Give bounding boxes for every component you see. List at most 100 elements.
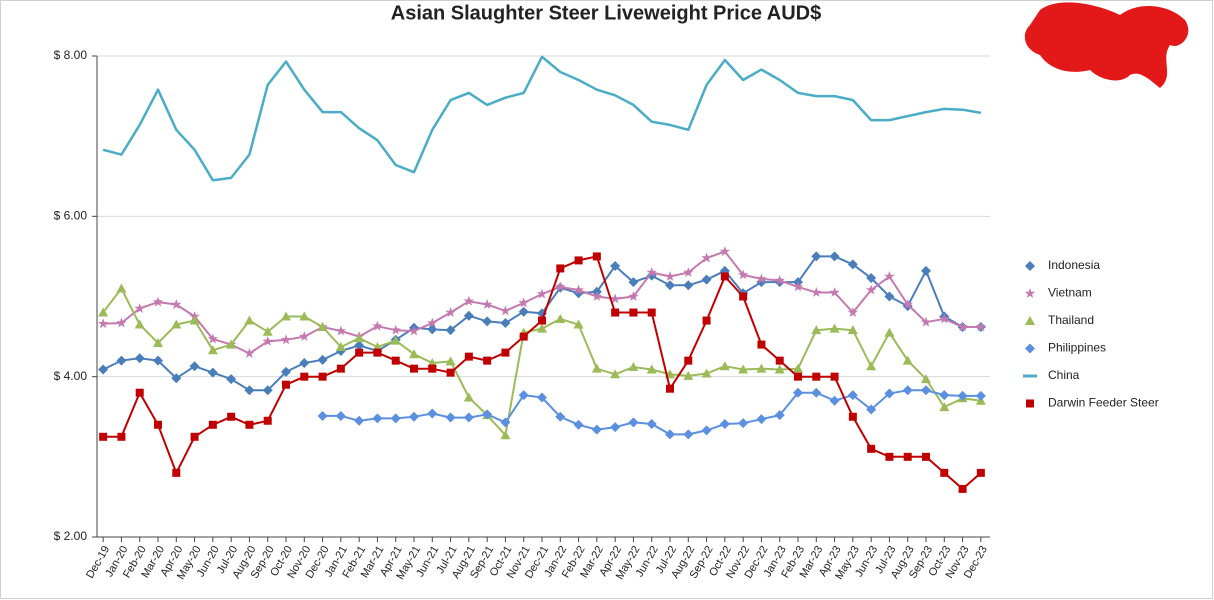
marker-star — [701, 252, 712, 263]
marker-triangle — [390, 335, 401, 345]
marker-diamond — [445, 412, 456, 423]
marker-diamond — [573, 419, 584, 430]
marker-triangle — [98, 307, 109, 317]
series — [102, 55, 982, 182]
marker-triangle — [921, 374, 931, 384]
marker-square — [757, 340, 766, 349]
marker-diamond — [683, 429, 694, 440]
marker-diamond — [829, 395, 840, 406]
marker-square — [940, 468, 949, 477]
marker-square — [976, 468, 985, 477]
marker-diamond — [701, 274, 712, 285]
marker-square — [1026, 399, 1034, 408]
marker-square — [885, 452, 894, 461]
marker-star — [408, 325, 420, 336]
marker-diamond — [866, 273, 877, 284]
marker-square — [556, 264, 565, 273]
marker-star — [664, 271, 676, 281]
marker-diamond — [134, 353, 145, 364]
marker-diamond — [921, 265, 931, 276]
marker-square — [922, 452, 930, 461]
marker-diamond — [939, 390, 950, 401]
marker-square — [812, 372, 821, 381]
marker-diamond — [226, 374, 237, 385]
marker-star — [939, 313, 950, 324]
series — [317, 385, 986, 440]
marker-star — [372, 320, 383, 331]
marker-diamond — [317, 410, 328, 421]
marker-star — [244, 347, 255, 358]
marker-star — [500, 305, 511, 316]
marker-triangle — [500, 430, 511, 440]
marker-diamond — [811, 387, 822, 398]
marker-diamond — [774, 410, 785, 421]
marker-triangle — [189, 315, 200, 325]
marker-diamond — [335, 410, 346, 421]
marker-diamond — [1025, 343, 1035, 354]
marker-diamond — [500, 317, 511, 328]
marker-star — [116, 317, 127, 328]
legend-label: Thailand — [1048, 313, 1094, 327]
marker-diamond — [610, 422, 621, 433]
marker-triangle — [756, 363, 767, 373]
marker-diamond — [372, 413, 383, 424]
marker-square — [629, 308, 638, 317]
marker-diamond — [829, 251, 840, 262]
y-tick-label: $ 8.00 — [54, 48, 88, 62]
marker-diamond — [738, 418, 749, 429]
marker-diamond — [244, 385, 255, 396]
marker-triangle — [683, 370, 694, 380]
y-tick-label: $ 4.00 — [54, 369, 88, 383]
marker-square — [391, 356, 400, 365]
marker-square — [574, 256, 583, 265]
marker-star — [518, 297, 529, 308]
marker-triangle — [628, 362, 639, 372]
marker-star — [555, 281, 566, 292]
y-tick-label: $ 2.00 — [54, 529, 88, 543]
series — [98, 283, 986, 440]
legend-label: Indonesia — [1048, 258, 1100, 272]
marker-diamond — [98, 364, 109, 375]
marker-triangle — [445, 356, 456, 366]
marker-diamond — [665, 280, 675, 291]
marker-triangle — [134, 319, 145, 329]
marker-diamond — [811, 251, 822, 262]
marker-diamond — [482, 316, 493, 327]
marker-square — [446, 368, 455, 377]
marker-diamond — [427, 408, 438, 419]
marker-diamond — [902, 385, 913, 396]
marker-diamond — [116, 355, 127, 366]
marker-square — [318, 372, 327, 381]
marker-triangle — [793, 363, 803, 373]
marker-square — [684, 356, 693, 365]
marker-star — [97, 318, 109, 329]
marker-diamond — [646, 418, 657, 429]
marker-square — [117, 432, 126, 441]
marker-square — [227, 412, 236, 421]
marker-triangle — [774, 364, 785, 374]
marker-square — [300, 372, 309, 381]
marker-square — [172, 468, 181, 477]
marker-triangle — [646, 364, 657, 374]
marker-star — [427, 317, 438, 328]
marker-triangle — [591, 363, 602, 373]
marker-star — [299, 331, 310, 341]
marker-triangle — [902, 355, 913, 365]
marker-triangle — [171, 319, 182, 329]
marker-diamond — [866, 404, 877, 415]
marker-star — [774, 275, 785, 285]
marker-diamond — [610, 261, 621, 272]
marker-star — [646, 267, 657, 277]
marker-triangle — [226, 339, 237, 349]
marker-square — [428, 364, 437, 373]
marker-triangle — [207, 345, 218, 355]
marker-diamond — [354, 415, 365, 426]
marker-square — [592, 252, 601, 261]
marker-star — [463, 295, 475, 306]
marker-square — [848, 412, 857, 421]
marker-diamond — [171, 373, 182, 384]
marker-star — [134, 303, 145, 313]
marker-diamond — [683, 280, 694, 291]
marker-diamond — [463, 412, 474, 423]
marker-star — [262, 335, 273, 346]
